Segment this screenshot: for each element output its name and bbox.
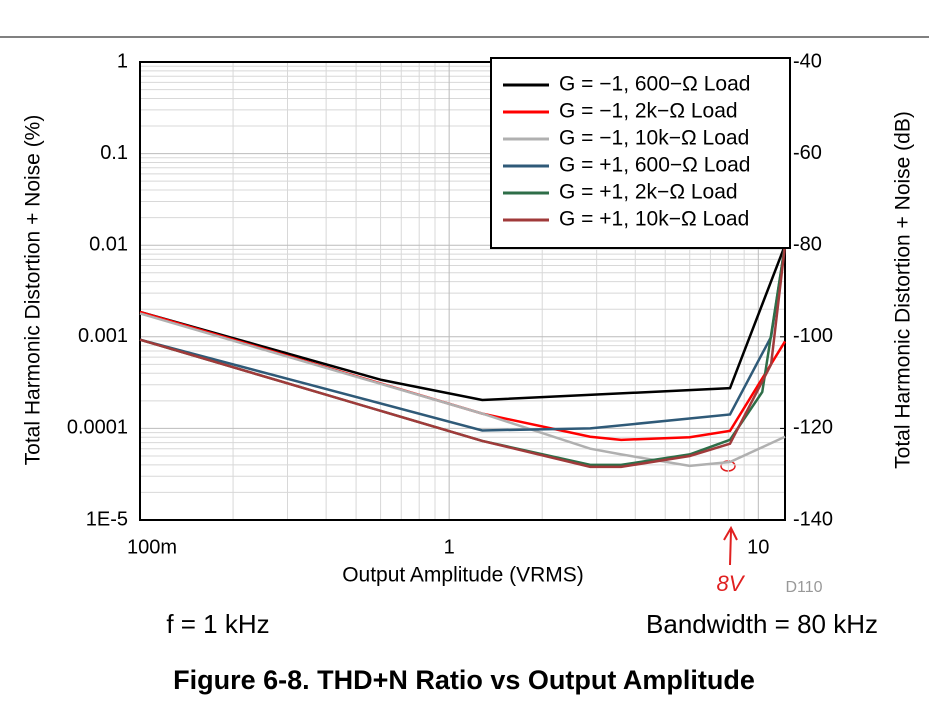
y2-tick-label: -140 [793, 508, 833, 530]
y-axis-label: Total Harmonic Distortion + Noise (%) [22, 115, 45, 466]
y-tick-label: 0.001 [78, 325, 128, 347]
figure-code: D110 [785, 579, 822, 596]
series-line [139, 310, 787, 442]
annotation: f = 1 kHz [166, 609, 269, 639]
y2-tick-label: -120 [793, 417, 833, 439]
legend-box [490, 57, 791, 249]
x-axis-label: Output Amplitude (VRMS) [342, 564, 584, 587]
y2-tick-label: -100 [793, 325, 833, 347]
legend-label: G = −1, 2k−Ω Load [559, 100, 738, 123]
legend-label: G = +1, 600−Ω Load [559, 154, 750, 177]
y2-tick-label: -80 [793, 233, 822, 255]
series-line [139, 245, 787, 467]
legend-label: G = +1, 10k−Ω Load [559, 208, 749, 231]
y-tick-label: 0.01 [89, 233, 128, 255]
legend-label: G = +1, 2k−Ω Load [559, 181, 738, 204]
caption: Figure 6-8. THD+N Ratio vs Output Amplit… [173, 665, 755, 695]
x-tick-label: 100m [127, 536, 177, 558]
y2-tick-label: -40 [793, 50, 822, 72]
plot-frame [139, 61, 786, 521]
y2-axis-label: Total Harmonic Distortion + Noise (dB) [892, 111, 915, 469]
series-line [139, 244, 787, 402]
handwritten-arrow [723, 525, 738, 566]
y-tick-label: 0.0001 [67, 417, 128, 439]
x-tick-label: 1 [444, 536, 455, 558]
annotation: Bandwidth = 80 kHz [646, 609, 878, 639]
legend-label: G = −1, 600−Ω Load [559, 73, 750, 96]
y-tick-label: 1 [117, 50, 128, 72]
y-tick-label: 1E-5 [86, 508, 128, 530]
legend-label: G = −1, 10k−Ω Load [559, 127, 749, 150]
y-tick-label: 0.1 [100, 142, 128, 164]
series-line [139, 312, 786, 468]
handwritten-note: 8V [717, 571, 746, 596]
x-tick-label: 10 [747, 536, 769, 558]
y2-tick-label: -60 [793, 142, 822, 164]
series-line [139, 245, 787, 469]
